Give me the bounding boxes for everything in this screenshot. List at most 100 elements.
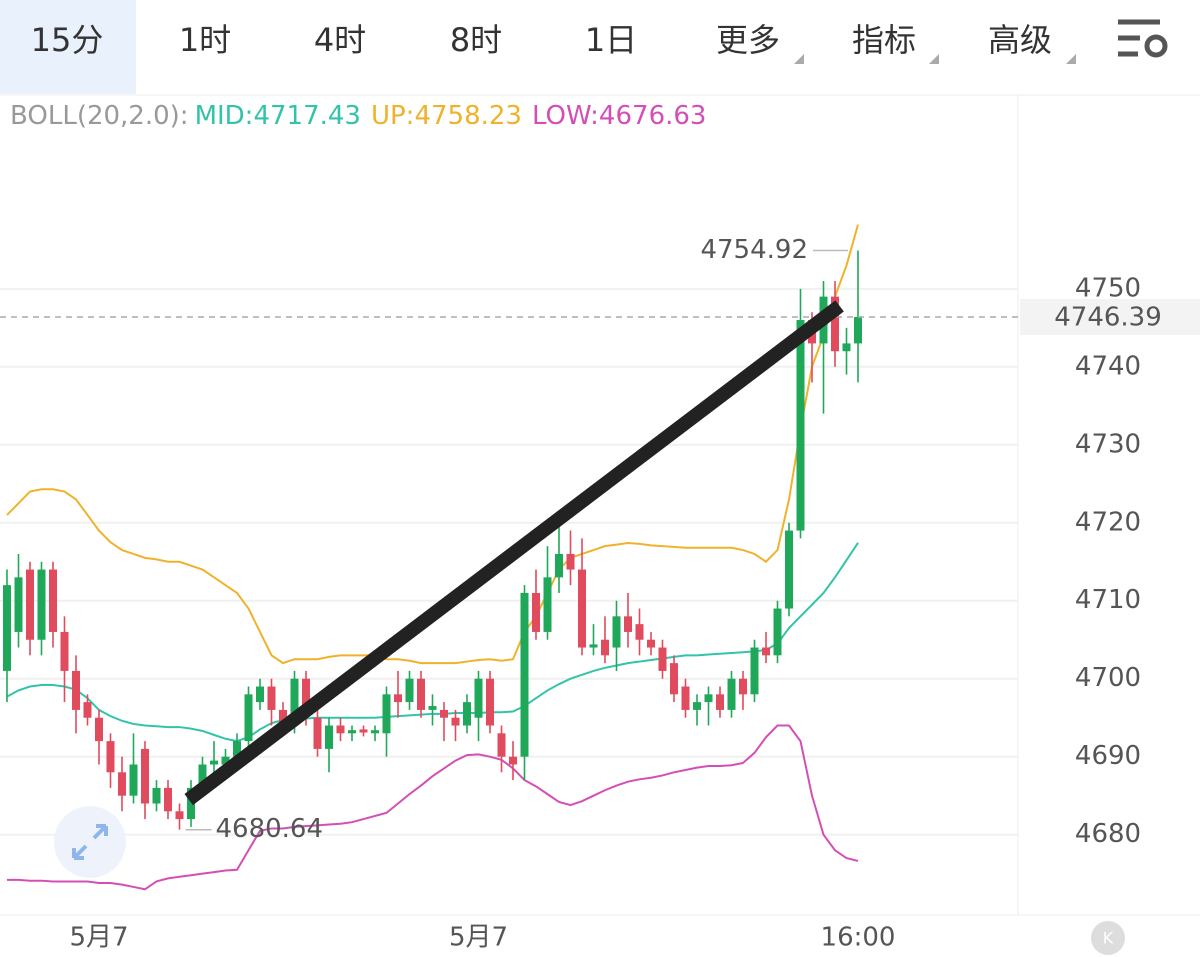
y-tick-label: 4750 xyxy=(1075,273,1141,303)
tab[interactable]: 15分 xyxy=(31,21,104,59)
high-label: 4754.92 xyxy=(700,235,808,265)
candle-body xyxy=(497,733,506,757)
tab[interactable]: 高级 xyxy=(988,21,1052,59)
candle-body xyxy=(647,639,655,648)
band-legend: UP:4758.23 xyxy=(371,101,522,131)
plot-area: 4680 4690 4700 4710 4720 4730 4740 4750 5月7 5月7 16… xyxy=(0,224,1200,953)
candle-body xyxy=(405,678,414,703)
candle-body xyxy=(348,730,356,734)
candle-body xyxy=(175,811,184,820)
candle-body xyxy=(26,569,34,640)
y-tick-label: 4720 xyxy=(1075,507,1141,537)
candle-body xyxy=(95,717,103,742)
candle-body xyxy=(394,694,402,703)
tab[interactable]: 8时 xyxy=(450,21,502,59)
candle-body xyxy=(796,320,805,531)
expand-button[interactable] xyxy=(54,806,126,878)
tab[interactable]: 1时 xyxy=(179,21,231,59)
candle-body xyxy=(428,706,437,710)
candle-body xyxy=(302,678,310,710)
band-legend: LOW:4676.63 xyxy=(532,101,706,131)
candle-body xyxy=(520,592,529,757)
candle-body xyxy=(290,678,299,726)
dropdown-arrows xyxy=(794,54,1076,64)
candle-body xyxy=(624,616,632,632)
indicator-legend: BOLL(20,2.0): MID:4717.43 UP:4758.23 LOW:46… xyxy=(10,101,706,131)
candle-body xyxy=(486,678,494,726)
tab[interactable]: 1日 xyxy=(585,21,637,59)
candle-body xyxy=(60,631,69,671)
x-tick-label: 5月7 xyxy=(449,923,508,953)
candle-body xyxy=(566,553,575,570)
settings-icon[interactable] xyxy=(1118,19,1168,58)
candle-body xyxy=(681,686,690,710)
x-tick-label: 16:00 xyxy=(821,923,896,953)
y-tick-label: 4690 xyxy=(1075,741,1141,771)
candle-body xyxy=(279,709,287,726)
candle-body xyxy=(831,296,839,352)
candle-body xyxy=(14,577,23,632)
candle-body xyxy=(716,694,724,710)
candle-body xyxy=(440,709,448,718)
y-tick-label: 4710 xyxy=(1075,585,1141,615)
candle-body xyxy=(221,756,230,765)
candle-body xyxy=(3,585,11,671)
candle-body xyxy=(37,569,46,640)
candle-body xyxy=(106,741,115,773)
candle-body xyxy=(854,316,862,344)
collapse-button[interactable]: K xyxy=(1091,921,1125,955)
candle-body xyxy=(256,686,264,703)
candle-body xyxy=(693,702,701,710)
candle-body xyxy=(612,616,621,648)
candle-body xyxy=(164,787,172,812)
candle-body xyxy=(313,717,322,749)
candle-body xyxy=(267,686,276,710)
candle-body xyxy=(509,756,517,765)
tab[interactable]: 4时 xyxy=(314,21,366,59)
candle-body xyxy=(141,748,149,804)
candle-body xyxy=(417,678,425,710)
candle-body xyxy=(152,787,161,804)
candle-body xyxy=(325,725,333,749)
candle-body xyxy=(589,644,598,648)
candle-body xyxy=(83,702,92,718)
candle-body xyxy=(842,343,851,352)
candle-body xyxy=(49,569,57,632)
svg-text:K: K xyxy=(1103,929,1114,948)
band-legend: MID:4717.43 xyxy=(195,101,361,131)
bollinger-band xyxy=(6,224,859,665)
candle-body xyxy=(463,702,471,726)
candle-body xyxy=(359,729,368,733)
candle-body xyxy=(129,764,138,796)
tab-bar: 15分 1时 4时 8时 1日 更多 指标 高级 xyxy=(31,21,1052,59)
candle-body xyxy=(244,694,253,742)
indicator-name: BOLL(20,2.0): xyxy=(10,101,189,131)
active-tab-bg xyxy=(0,0,136,94)
y-tick-label: 4740 xyxy=(1075,351,1141,381)
trend-line xyxy=(184,300,844,806)
candle-body xyxy=(601,639,609,656)
candle-body xyxy=(635,624,644,640)
candle-body xyxy=(382,694,391,734)
candle-body xyxy=(543,577,552,632)
candle-body xyxy=(210,760,218,765)
candle-body xyxy=(762,647,770,656)
candle-body xyxy=(451,717,460,726)
candle-body xyxy=(670,663,678,695)
current-price-badge xyxy=(1020,298,1200,335)
candle-body xyxy=(739,678,747,695)
candle-body xyxy=(336,725,345,734)
candle-body xyxy=(785,530,793,609)
candle-body xyxy=(72,670,80,710)
tab[interactable]: 指标 xyxy=(852,21,916,59)
candle-body xyxy=(371,730,379,734)
low-label: 4680.64 xyxy=(216,814,324,844)
candle-body xyxy=(198,764,207,788)
tab[interactable]: 更多 xyxy=(716,21,780,59)
candle-body xyxy=(750,647,759,695)
candle-body xyxy=(532,592,540,632)
candle-body xyxy=(578,569,586,648)
candle-body xyxy=(773,608,782,656)
y-tick-label: 4730 xyxy=(1075,429,1141,459)
